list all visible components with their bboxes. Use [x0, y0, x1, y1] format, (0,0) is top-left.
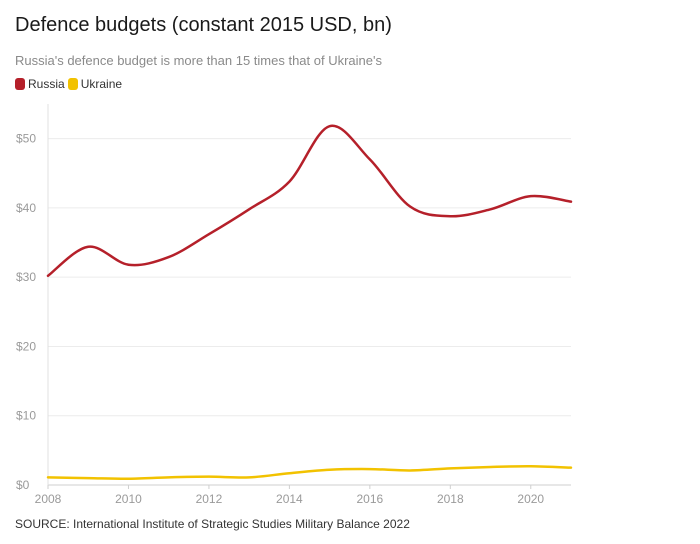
chart-subtitle: Russia's defence budget is more than 15 …	[15, 53, 382, 68]
x-tick-label: 2020	[517, 492, 544, 506]
y-axis: $0 $10 $20 $30 $40 $50	[16, 104, 49, 492]
x-tick-label: 2018	[437, 492, 464, 506]
legend-item-ukraine: Ukraine	[67, 77, 123, 91]
y-tick-label: $10	[16, 409, 36, 423]
y-tick-label: $20	[16, 339, 36, 353]
legend-item-russia: Russia	[15, 77, 65, 91]
legend-swatch-ukraine	[67, 78, 78, 90]
x-tick-label: 2012	[196, 492, 223, 506]
y-tick-label: $40	[16, 201, 36, 215]
x-tick-label: 2008	[35, 492, 62, 506]
source-note: SOURCE: International Institute of Strat…	[15, 517, 410, 531]
legend-label-ukraine: Ukraine	[80, 77, 123, 91]
x-tick-label: 2014	[276, 492, 303, 506]
x-tick-label: 2010	[115, 492, 142, 506]
grid-lines	[48, 138, 571, 486]
series-line-russia	[46, 124, 573, 278]
y-tick-label: $30	[16, 270, 36, 284]
legend: Russia Ukraine	[15, 77, 125, 91]
y-tick-label: $50	[16, 132, 36, 146]
chart-title: Defence budgets (constant 2015 USD, bn)	[15, 14, 392, 36]
series-lines	[46, 124, 573, 481]
x-tick-label: 2016	[356, 492, 383, 506]
legend-swatch-russia	[15, 78, 25, 90]
series-line-ukraine	[46, 465, 573, 481]
legend-label-russia: Russia	[28, 77, 65, 91]
y-tick-label: $0	[16, 478, 30, 492]
x-axis: 2008 2010 2012 2014 2016 2018 2020	[35, 485, 544, 506]
